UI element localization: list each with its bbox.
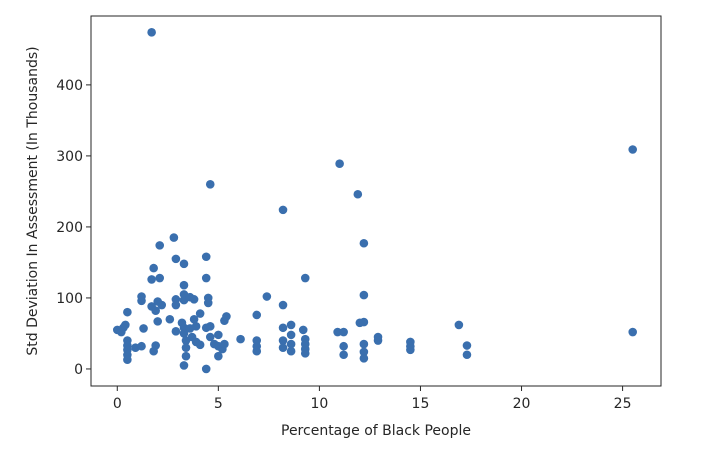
data-point <box>181 343 191 352</box>
data-point <box>171 254 181 264</box>
data-point <box>151 306 160 316</box>
data-point <box>359 347 369 357</box>
data-point <box>335 159 344 169</box>
data-point <box>195 309 205 318</box>
data-point <box>147 28 156 37</box>
data-point <box>139 324 148 333</box>
data-point <box>205 180 215 189</box>
data-point <box>165 314 175 324</box>
data-point <box>153 317 163 326</box>
data-point <box>286 330 296 340</box>
x-tick-label: 25 <box>614 396 632 412</box>
data-point <box>286 346 296 356</box>
y-tick-label: 100 <box>56 291 83 307</box>
x-tick-label: 5 <box>214 396 223 412</box>
data-point <box>628 327 638 337</box>
data-point <box>149 263 158 273</box>
data-point <box>278 336 288 345</box>
data-point <box>353 189 363 199</box>
data-point <box>155 241 165 250</box>
y-tick-label: 200 <box>56 220 83 236</box>
data-point <box>286 320 296 330</box>
data-point <box>179 280 189 290</box>
data-point <box>121 320 130 330</box>
data-point <box>462 350 472 360</box>
data-point <box>195 340 205 350</box>
data-point <box>300 349 310 358</box>
data-point <box>171 327 181 336</box>
data-point <box>214 330 223 340</box>
x-tick-label: 15 <box>412 396 430 412</box>
y-axis-label: Std Deviation In Assessment (In Thousand… <box>25 46 41 355</box>
data-point <box>462 341 472 350</box>
data-point <box>339 341 348 351</box>
data-point <box>181 351 191 361</box>
data-point <box>359 354 369 363</box>
data-point <box>151 341 160 350</box>
data-point <box>339 327 348 337</box>
data-point <box>179 259 189 269</box>
data-point <box>205 332 215 342</box>
data-point <box>171 300 181 310</box>
data-point <box>222 312 231 321</box>
data-point <box>189 295 199 304</box>
data-point <box>201 364 211 374</box>
data-point <box>278 300 288 310</box>
data-point <box>203 298 213 308</box>
data-point <box>286 339 296 349</box>
data-point <box>373 336 383 345</box>
data-point <box>169 233 179 242</box>
data-point <box>220 339 229 349</box>
data-point <box>300 273 310 283</box>
data-point <box>137 341 146 351</box>
y-tick-label: 400 <box>56 78 83 94</box>
data-point <box>333 327 342 337</box>
data-point <box>359 339 369 349</box>
data-point <box>252 346 262 356</box>
x-axis-label: Percentage of Black People <box>281 423 471 439</box>
x-tick-label: 0 <box>113 396 122 412</box>
data-point <box>157 300 167 310</box>
y-tick-label: 0 <box>74 362 83 378</box>
data-point <box>201 252 211 262</box>
y-tick-label: 300 <box>56 149 83 165</box>
data-point <box>147 275 156 284</box>
data-point <box>236 334 245 344</box>
data-point <box>137 296 146 306</box>
data-point <box>339 350 348 360</box>
data-point <box>179 329 189 338</box>
data-point <box>406 345 415 355</box>
data-point <box>155 273 165 283</box>
data-point <box>298 325 308 335</box>
data-points <box>112 28 638 374</box>
data-point <box>123 355 132 365</box>
data-point <box>454 320 464 330</box>
data-point <box>191 322 201 331</box>
data-point <box>359 317 369 327</box>
data-point <box>179 361 189 370</box>
x-axis: 0 5 10 15 20 25 <box>113 386 632 412</box>
data-point <box>628 145 638 154</box>
data-point <box>205 322 215 331</box>
data-point <box>359 238 369 248</box>
plot-frame <box>90 15 662 387</box>
data-point <box>278 343 288 352</box>
data-point <box>123 307 132 317</box>
data-point <box>262 292 272 301</box>
data-point <box>278 205 288 215</box>
data-point <box>189 314 199 324</box>
data-point <box>201 273 211 283</box>
y-axis: 0 100 200 300 400 <box>56 78 91 378</box>
data-point <box>214 351 223 361</box>
data-point <box>278 323 288 333</box>
x-tick-label: 20 <box>513 396 531 412</box>
data-point <box>252 310 262 320</box>
x-tick-label: 10 <box>310 396 328 412</box>
data-point <box>359 290 369 300</box>
